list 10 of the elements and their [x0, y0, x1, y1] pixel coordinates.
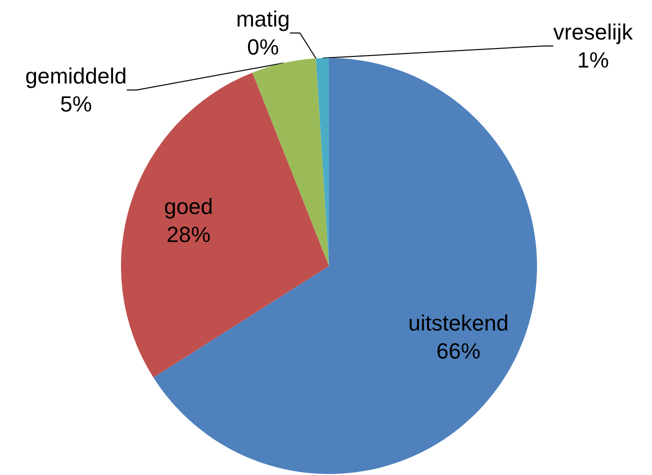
slice-label: goed: [164, 194, 214, 219]
slice-label: gemiddeld: [25, 64, 127, 88]
data-label: 5%: [60, 92, 92, 116]
category-label: matig: [236, 6, 290, 32]
data-label: 28%: [166, 222, 211, 247]
text: 0%: [247, 34, 279, 60]
data-label: 66%: [436, 338, 480, 364]
slice-label: vreselijk: [553, 20, 634, 44]
slice-label: uitstekend: [408, 310, 509, 336]
data-label: 1%: [577, 48, 609, 72]
